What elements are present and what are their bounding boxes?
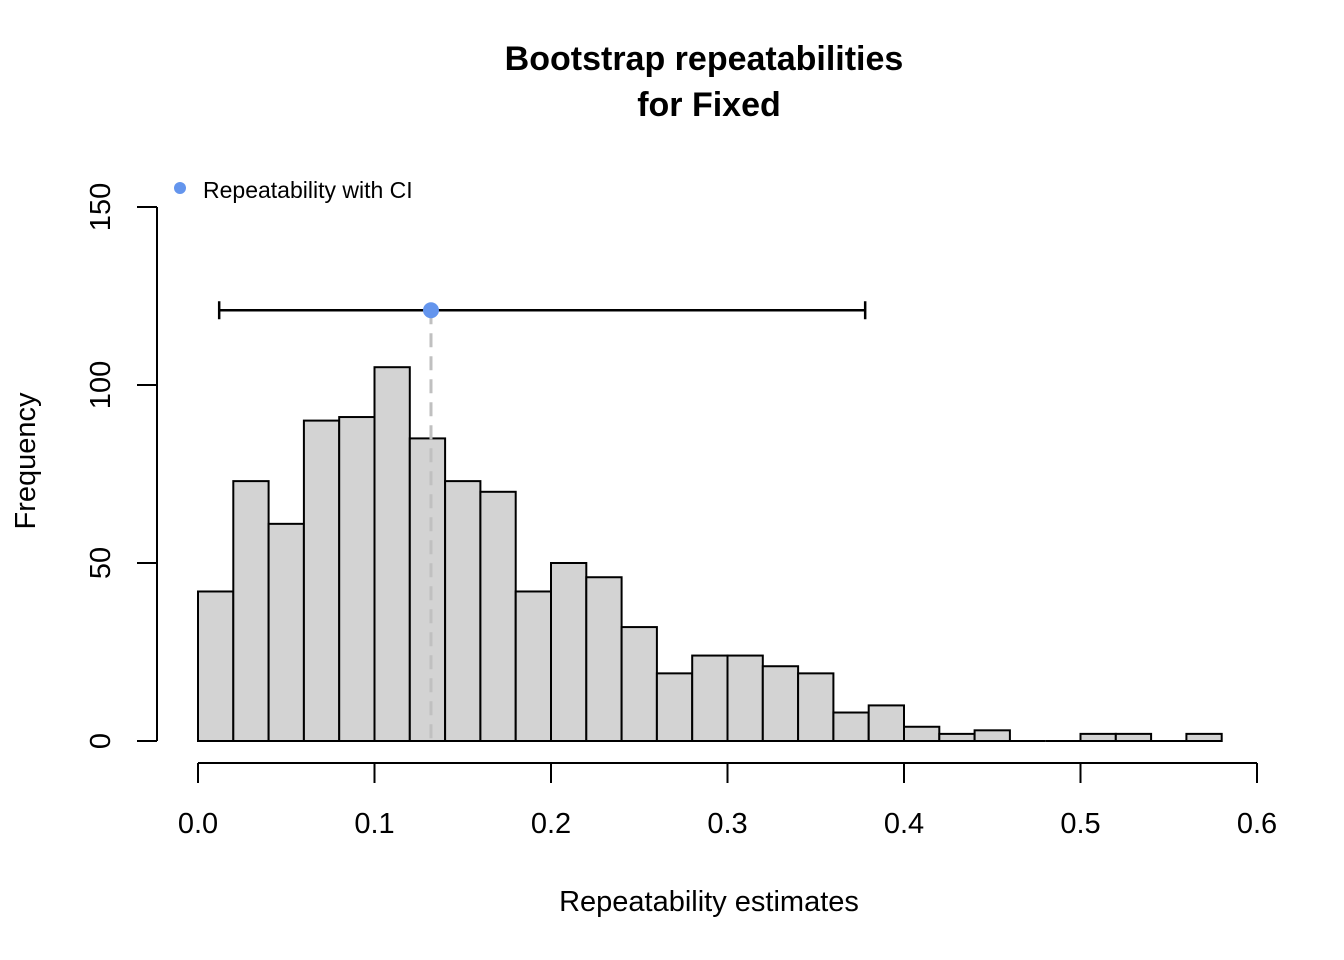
histogram-bar — [479, 490, 517, 742]
histogram-bar — [1185, 732, 1223, 743]
histogram-bar — [1114, 732, 1153, 743]
histogram-bar — [797, 672, 835, 742]
histogram-bar — [302, 419, 341, 742]
histogram-bar — [408, 437, 447, 742]
x-axis: 0.0 0.1 0.2 0.3 0.4 0.5 0.6 — [178, 762, 1277, 840]
y-tick-label: 150 — [85, 183, 117, 231]
x-tick-label: 0.4 — [884, 808, 924, 840]
x-tick-label: 0.1 — [354, 808, 394, 840]
chart-title-line-2: for Fixed — [637, 86, 781, 124]
y-tick-label: 50 — [85, 547, 117, 579]
x-axis-label: Repeatability estimates — [559, 886, 859, 918]
y-tick-label: 0 — [85, 733, 117, 749]
x-tick-label: 0.3 — [707, 808, 747, 840]
histogram-bar — [585, 576, 623, 742]
histogram-bar — [903, 725, 941, 743]
histogram-bar — [232, 480, 270, 742]
histogram-bar — [267, 522, 305, 743]
y-tick-label: 100 — [85, 361, 117, 409]
histogram-bar — [973, 729, 1011, 743]
histogram-bar — [726, 654, 764, 742]
legend-marker — [174, 182, 186, 194]
histogram-bar — [197, 590, 235, 742]
histogram-bar — [338, 416, 376, 742]
chart-title-line-1: Bootstrap repeatabilities — [505, 40, 904, 78]
legend-label: Repeatability with CI — [203, 177, 413, 203]
histogram-bar — [550, 562, 588, 742]
histogram-bar — [1079, 732, 1117, 743]
histogram-bar — [373, 366, 411, 742]
y-axis-label: Frequency — [10, 392, 42, 530]
x-tick-label: 0.5 — [1060, 808, 1100, 840]
y-axis: 0 50 100 150 — [85, 183, 158, 749]
estimate-point — [422, 302, 439, 319]
histogram-bar — [444, 480, 482, 742]
legend: Repeatability with CI — [174, 177, 413, 203]
histogram-bar — [832, 711, 870, 743]
estimate-with-ci — [217, 301, 867, 741]
histogram-bar — [691, 654, 729, 742]
histogram-bar — [655, 672, 694, 742]
histogram-bar — [761, 665, 800, 742]
histogram-bars — [197, 366, 1223, 743]
histogram-bar — [938, 732, 976, 743]
histogram-bar — [514, 590, 553, 742]
x-tick-label: 0.0 — [178, 808, 218, 840]
x-tick-label: 0.6 — [1237, 808, 1277, 840]
histogram-bar — [867, 704, 906, 743]
histogram-bar — [620, 626, 658, 743]
x-tick-label: 0.2 — [531, 808, 571, 840]
